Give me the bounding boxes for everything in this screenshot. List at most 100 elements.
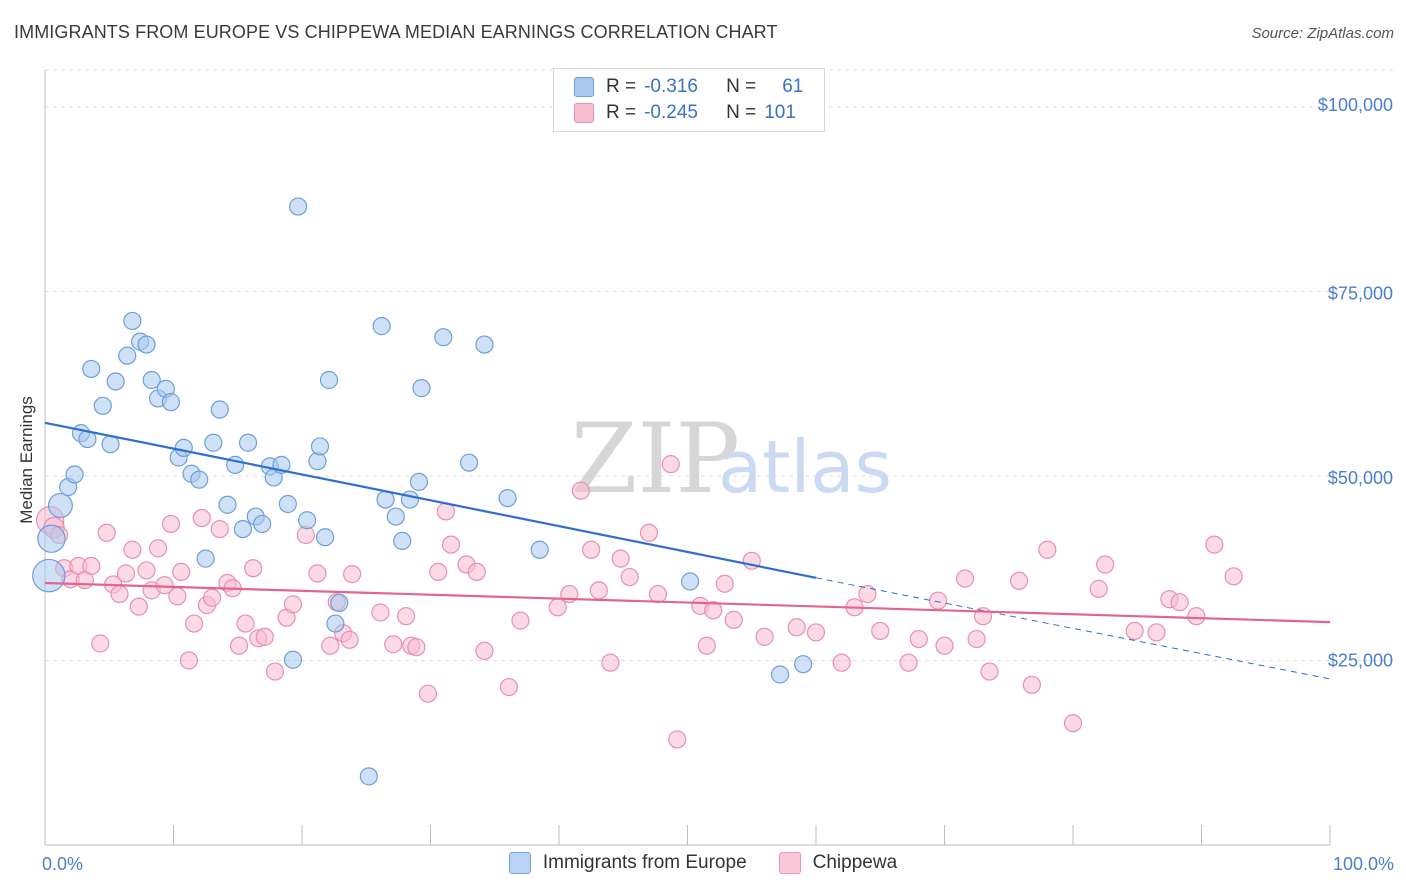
europe-point [319,370,339,390]
chippewa-point [321,636,340,655]
europe-point [161,393,181,412]
chippewa-point [1038,540,1057,559]
chippewa-point [91,634,110,653]
chippewa-point [935,636,954,655]
chippewa-point [858,584,877,604]
chippewa-point [418,684,438,703]
chippewa-point [661,455,680,474]
y-tick-label: $25,000 [1328,650,1393,670]
europe-point [386,507,405,526]
chippewa-point [715,574,734,593]
chippewa-point [110,584,129,604]
europe-point [210,400,229,419]
chippewa-point [441,535,461,554]
europe-point [475,335,494,354]
europe-point [409,472,429,491]
chippewa-point [668,730,687,749]
chippewa-point [148,539,168,558]
chippewa-point [601,653,620,672]
europe-point [393,531,412,551]
chippewa-point [429,562,448,582]
europe-point [412,379,431,398]
europe-point [278,494,297,514]
chippewa-point [123,540,142,559]
chippewa-point [236,614,255,633]
chippewa-point [755,627,774,646]
chippewa-point [832,653,851,672]
chippewa-point [648,584,668,604]
legend-n-label: N = [726,102,757,123]
chippewa-point [806,623,826,642]
chippewa-point [620,567,639,587]
europe-points [32,197,813,786]
europe-trend-extension [815,577,1331,680]
chippewa-point [704,601,723,620]
europe-point [32,558,66,593]
chippewa-point [1009,571,1029,590]
chippewa-point [589,581,608,600]
legend-row-chippewa: R = -0.245 N = 101 [574,100,796,126]
europe-point [82,359,101,379]
europe-point [196,549,215,568]
chippewa-point [82,556,101,576]
chippewa-point [1187,607,1206,626]
y-axis-label: Median Earnings [17,396,36,524]
chippewa-point [229,636,249,655]
chippewa-point [571,481,590,500]
europe-point [233,519,252,539]
chippewa-point [202,588,222,607]
chippewa-trend-line [44,581,1331,624]
chippewa-point [116,564,136,583]
series-legend-europe[interactable]: Immigrants from Europe [508,852,747,874]
europe-point [770,665,790,684]
chippewa-point [265,662,285,681]
chippewa-point [611,549,630,568]
series-legend: Immigrants from Europe Chippewa [0,852,1406,874]
europe-point [289,197,308,216]
chippewa-point [475,641,494,660]
chippewa-point [283,595,303,614]
chippewa-point [1063,714,1083,733]
chippewa-point [511,611,530,630]
chippewa-point [192,508,211,528]
correlation-legend: R = -0.316 N = 61 R = -0.245 N = 101 [553,68,825,132]
chippewa-point [371,603,390,622]
chippewa-point [172,562,191,582]
europe-point [93,396,112,415]
chippewa-point [724,610,743,629]
europe-point [190,470,209,489]
europe-point [137,335,156,354]
europe-point [218,495,237,514]
europe-point [238,433,258,452]
chippewa-point [137,561,156,580]
europe-point [123,311,142,331]
europe-point [400,490,420,509]
chippewa-point [1022,675,1041,694]
legend-n-value: 61 [782,76,804,97]
europe-point [204,433,223,452]
chippewa-point [582,540,601,559]
europe-point [794,655,813,674]
europe-point [118,346,137,365]
chippewa-point [499,677,518,697]
chippewa-point [871,621,890,641]
legend-n-value: 101 [764,102,796,123]
series-label-chippewa: Chippewa [812,852,898,873]
y-tick-label: $50,000 [1328,468,1393,488]
series-swatch-chippewa [778,852,801,874]
legend-n-label: N = [726,76,757,97]
y-tick-label: $75,000 [1328,283,1393,303]
europe-trend-line [44,421,817,579]
chippewa-point [384,635,403,654]
europe-point [316,528,335,547]
series-legend-chippewa[interactable]: Chippewa [778,852,898,874]
europe-point [680,572,700,591]
europe-point [174,438,193,458]
chippewa-point [928,591,948,610]
chippewa-point [1224,567,1243,586]
chippewa-point [955,569,975,588]
chippewa-point [467,562,486,582]
europe-point [434,328,453,347]
chippewa-point [210,519,229,539]
